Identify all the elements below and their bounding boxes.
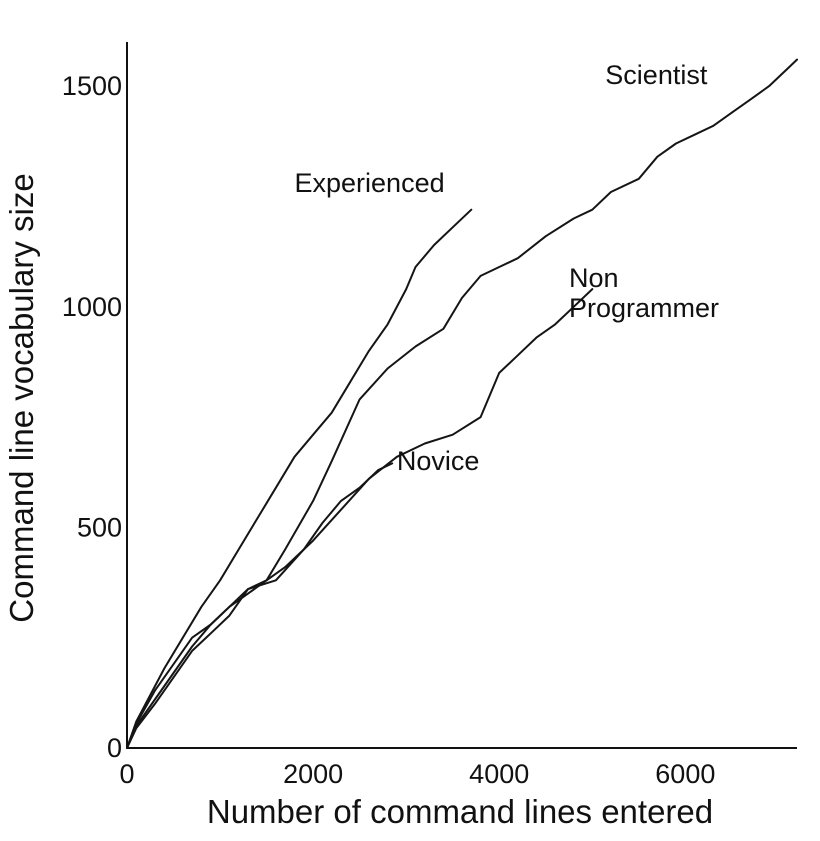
axes — [126, 42, 797, 749]
x-tick-label-2000: 2000 — [283, 759, 343, 789]
y-tick-label-500: 500 — [77, 512, 122, 542]
series-label-novice: Novice — [397, 446, 480, 476]
x-axis-label: Number of command lines entered — [207, 793, 713, 830]
x-tick-label-4000: 4000 — [469, 759, 529, 789]
series-label-non-programmer-line-2: Programmer — [569, 293, 719, 323]
x-tick-label-0: 0 — [119, 759, 134, 789]
x-tick-label-6000: 6000 — [655, 759, 715, 789]
series-label-scientist: Scientist — [605, 60, 708, 90]
y-tick-label-0: 0 — [107, 733, 122, 763]
series-label-experienced: Experienced — [295, 168, 445, 198]
series-lines — [126, 58, 798, 749]
y-tick-label-1500: 1500 — [62, 71, 122, 101]
y-tick-labels: 0 500 1000 1500 — [62, 71, 122, 763]
series-label-non-programmer-line-1: Non — [569, 263, 619, 293]
series-line-novice — [126, 462, 394, 749]
series-line-non-programmer — [126, 288, 594, 749]
y-axis-label: Command line vocabulary size — [3, 173, 40, 622]
y-tick-label-1000: 1000 — [62, 292, 122, 322]
x-tick-labels: 0 2000 4000 6000 — [119, 759, 715, 789]
series-line-experienced — [126, 208, 473, 749]
series-line-scientist — [126, 58, 798, 749]
